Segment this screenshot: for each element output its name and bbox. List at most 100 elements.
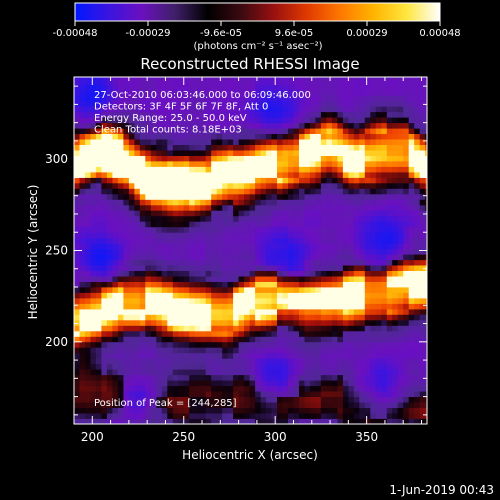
heatmap-cell <box>293 336 300 343</box>
heatmap-cell <box>134 199 141 206</box>
heatmap-cell <box>238 352 245 359</box>
y-axis-label: Heliocentric Y (arcsec) <box>26 185 40 320</box>
heatmap-cell <box>364 122 371 129</box>
heatmap-cell <box>222 248 229 255</box>
heatmap-cell <box>139 407 146 414</box>
heatmap-cell <box>299 336 305 343</box>
heatmap-cell <box>293 347 300 354</box>
heatmap-cell <box>106 254 113 261</box>
heatmap-cell <box>337 78 344 85</box>
heatmap-cell <box>320 232 327 239</box>
heatmap-cell <box>150 166 157 173</box>
heatmap-cell <box>244 402 250 408</box>
heatmap-cell <box>315 243 322 250</box>
heatmap-cell <box>79 221 86 228</box>
heatmap-cell <box>419 369 426 376</box>
heatmap-cell <box>260 314 267 321</box>
heatmap-cell <box>277 319 283 326</box>
heatmap-cell <box>386 330 393 337</box>
heatmap-cell <box>200 363 207 370</box>
heatmap-cell <box>375 106 382 113</box>
heatmap-cell <box>408 95 415 102</box>
heatmap-cell <box>156 122 163 129</box>
heatmap-cell <box>309 111 316 118</box>
heatmap-cell <box>74 314 80 321</box>
heatmap-cell <box>403 265 410 271</box>
heatmap-cell <box>381 248 388 255</box>
heatmap-cell <box>277 128 283 134</box>
heatmap-cell <box>282 265 289 271</box>
heatmap-cell <box>255 330 261 337</box>
heatmap-cell <box>331 270 338 277</box>
heatmap-cell <box>128 254 135 261</box>
heatmap-cell <box>375 363 382 370</box>
heatmap-cell <box>364 77 371 80</box>
heatmap-cell <box>189 78 196 85</box>
heatmap-cell <box>414 172 421 178</box>
heatmap-cell <box>95 155 102 162</box>
heatmap-cell <box>216 374 223 381</box>
heatmap-cell <box>425 391 427 397</box>
heatmap-cell <box>172 391 179 397</box>
heatmap-cell <box>375 298 382 304</box>
heatmap-cell <box>408 325 415 332</box>
heatmap-cell <box>156 308 163 315</box>
heatmap-cell <box>315 402 322 408</box>
heatmap-cell <box>419 413 426 419</box>
heatmap-cell <box>112 319 119 326</box>
heatmap-cell <box>326 139 333 145</box>
x-tick-label: 300 <box>264 430 287 444</box>
heatmap-cell <box>408 248 415 255</box>
heatmap-cell <box>353 418 360 424</box>
heatmap-cell <box>85 369 91 376</box>
heatmap-cell <box>117 259 124 266</box>
heatmap-cell <box>150 204 157 211</box>
heatmap-cell <box>156 172 163 178</box>
heatmap-cell <box>249 84 256 91</box>
heatmap-cell <box>260 182 267 189</box>
heatmap-cell <box>194 188 201 195</box>
heatmap-cell <box>266 248 272 255</box>
heatmap-cell <box>128 232 135 239</box>
heatmap-cell <box>205 111 212 118</box>
heatmap-cell <box>397 352 404 359</box>
heatmap-cell <box>134 89 141 96</box>
heatmap-cell <box>299 292 305 299</box>
heatmap-cell <box>386 396 393 403</box>
heatmap-cell <box>364 418 371 424</box>
heatmap-cell <box>90 407 97 414</box>
heatmap-cell <box>216 276 223 282</box>
heatmap-cell <box>79 188 86 195</box>
heatmap-cell <box>397 155 404 162</box>
heatmap-cell <box>249 341 256 348</box>
heatmap-cell <box>309 374 316 381</box>
heatmap-cell <box>134 237 141 244</box>
heatmap-cell <box>425 226 427 233</box>
heatmap-cell <box>266 314 272 321</box>
heatmap-cell <box>386 182 393 189</box>
heatmap-cell <box>123 248 130 255</box>
heatmap-cell <box>304 374 311 381</box>
heatmap-cell <box>85 341 91 348</box>
heatmap-cell <box>370 341 377 348</box>
heatmap-cell <box>315 161 322 167</box>
heatmap-cell <box>260 325 267 332</box>
heatmap-cell <box>271 150 278 156</box>
heatmap-cell <box>342 139 349 145</box>
heatmap-cell <box>304 232 311 239</box>
heatmap-cell <box>194 111 201 118</box>
heatmap-cell <box>381 139 388 145</box>
heatmap-cell <box>134 287 141 293</box>
heatmap-cell <box>172 226 179 233</box>
heatmap-cell <box>255 407 261 414</box>
heatmap-cell <box>200 330 207 337</box>
heatmap-cell <box>200 402 207 408</box>
heatmap-cell <box>161 270 168 277</box>
heatmap-cell <box>139 265 146 271</box>
heatmap-cell <box>156 363 163 370</box>
heatmap-cell <box>403 330 410 337</box>
heatmap-cell <box>183 385 190 392</box>
heatmap-cell <box>112 221 119 228</box>
heatmap-cell <box>309 413 316 419</box>
heatmap-cell <box>95 166 102 173</box>
